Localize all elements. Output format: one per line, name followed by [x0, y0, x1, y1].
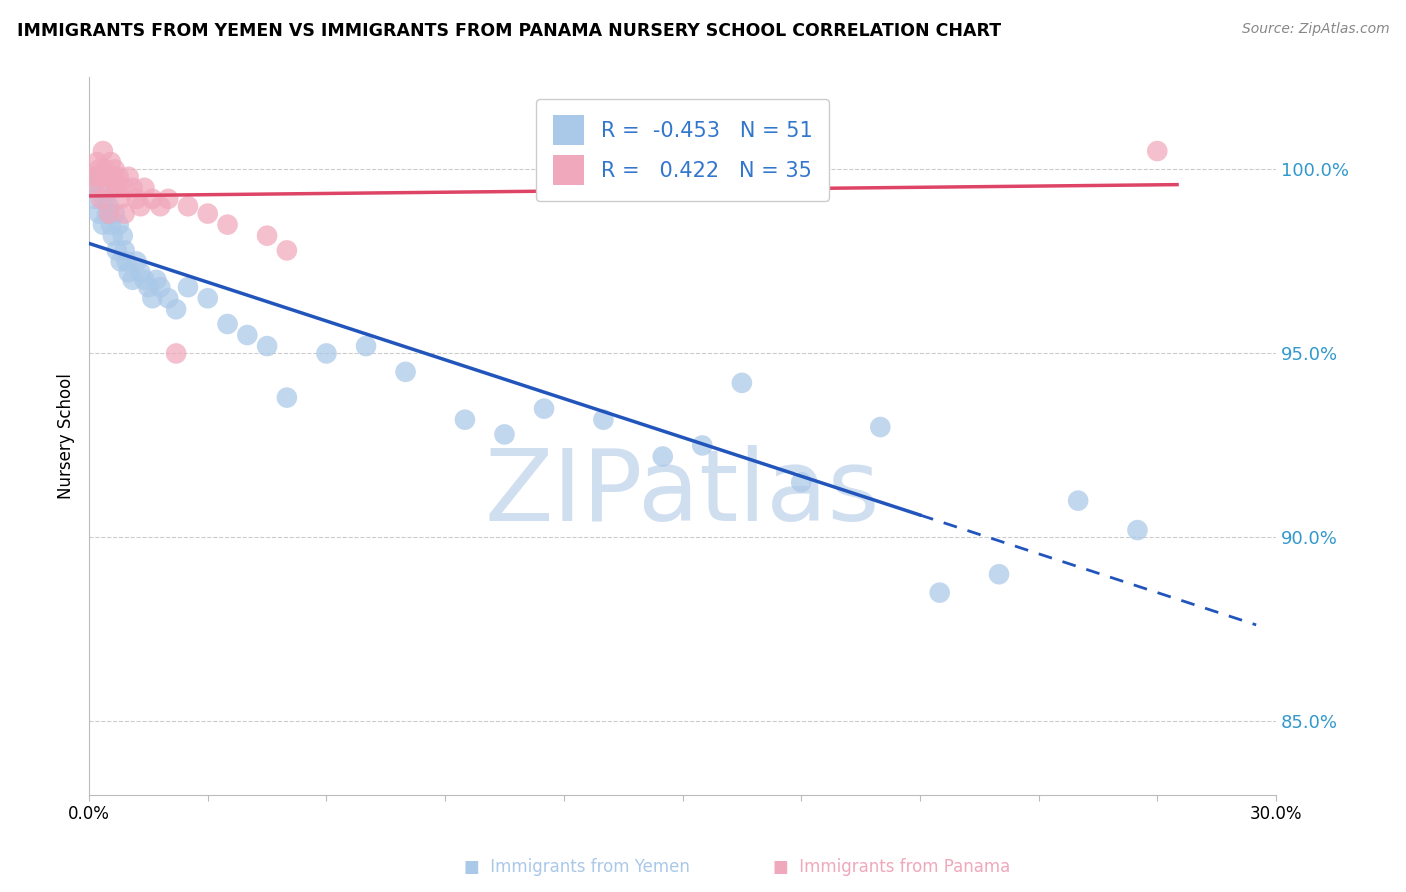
Text: ZIPatlas: ZIPatlas	[485, 445, 880, 542]
Point	[125, 192, 148, 206]
Point	[110, 254, 132, 268]
Point	[149, 280, 172, 294]
Point	[129, 265, 152, 279]
Point	[101, 169, 124, 184]
Point	[1067, 493, 1090, 508]
Point	[454, 413, 477, 427]
Point	[91, 218, 114, 232]
Point	[790, 475, 813, 490]
Point	[87, 162, 110, 177]
Point	[87, 206, 110, 220]
Text: IMMIGRANTS FROM YEMEN VS IMMIGRANTS FROM PANAMA NURSERY SCHOOL CORRELATION CHART: IMMIGRANTS FROM YEMEN VS IMMIGRANTS FROM…	[17, 22, 1001, 40]
Point	[988, 567, 1011, 582]
Point	[394, 365, 416, 379]
Point	[82, 181, 104, 195]
Point	[149, 199, 172, 213]
Point	[177, 280, 200, 294]
Point	[105, 244, 128, 258]
Text: ■  Immigrants from Yemen: ■ Immigrants from Yemen	[464, 858, 690, 876]
Point	[256, 339, 278, 353]
Point	[115, 254, 138, 268]
Point	[157, 192, 180, 206]
Point	[731, 376, 754, 390]
Point	[276, 391, 298, 405]
Point	[90, 181, 112, 195]
Point	[354, 339, 377, 353]
Point	[86, 169, 108, 184]
Point	[141, 291, 163, 305]
Point	[1126, 523, 1149, 537]
Point	[84, 192, 107, 206]
Text: Source: ZipAtlas.com: Source: ZipAtlas.com	[1241, 22, 1389, 37]
Point	[104, 162, 127, 177]
Point	[165, 346, 187, 360]
Point	[869, 420, 891, 434]
Point	[138, 280, 160, 294]
Point	[494, 427, 516, 442]
Point	[96, 206, 118, 220]
Point	[82, 181, 104, 195]
Point	[533, 401, 555, 416]
Point	[1146, 144, 1168, 158]
Point	[91, 144, 114, 158]
Point	[121, 181, 143, 195]
Point	[315, 346, 337, 360]
Point	[592, 413, 614, 427]
Point	[134, 181, 156, 195]
Point	[114, 244, 136, 258]
Point	[105, 181, 128, 195]
Point	[100, 218, 122, 232]
Point	[177, 199, 200, 213]
Point	[105, 181, 128, 195]
Point	[97, 181, 120, 195]
Point	[114, 181, 136, 195]
Point	[117, 265, 139, 279]
Point	[157, 291, 180, 305]
Legend: R =  -0.453   N = 51, R =   0.422   N = 35: R = -0.453 N = 51, R = 0.422 N = 35	[536, 99, 830, 202]
Point	[97, 206, 120, 220]
Point	[145, 273, 167, 287]
Text: ■  Immigrants from Panama: ■ Immigrants from Panama	[773, 858, 1011, 876]
Point	[90, 169, 112, 184]
Point	[107, 169, 129, 184]
Point	[110, 192, 132, 206]
Point	[114, 206, 136, 220]
Point	[125, 254, 148, 268]
Point	[197, 291, 219, 305]
Point	[101, 228, 124, 243]
Point	[96, 169, 118, 184]
Point	[100, 155, 122, 169]
Point	[90, 192, 112, 206]
Point	[165, 302, 187, 317]
Point	[94, 192, 117, 206]
Point	[928, 585, 950, 599]
Point	[217, 317, 239, 331]
Point	[94, 162, 117, 177]
Point	[97, 199, 120, 213]
Point	[651, 450, 673, 464]
Point	[690, 438, 713, 452]
Point	[117, 169, 139, 184]
Point	[236, 328, 259, 343]
Point	[197, 206, 219, 220]
Point	[134, 273, 156, 287]
Point	[121, 273, 143, 287]
Point	[276, 244, 298, 258]
Point	[86, 155, 108, 169]
Y-axis label: Nursery School: Nursery School	[58, 374, 75, 500]
Point	[129, 199, 152, 213]
Point	[84, 169, 107, 184]
Point	[141, 192, 163, 206]
Point	[107, 218, 129, 232]
Point	[104, 206, 127, 220]
Point	[256, 228, 278, 243]
Point	[217, 218, 239, 232]
Point	[111, 228, 134, 243]
